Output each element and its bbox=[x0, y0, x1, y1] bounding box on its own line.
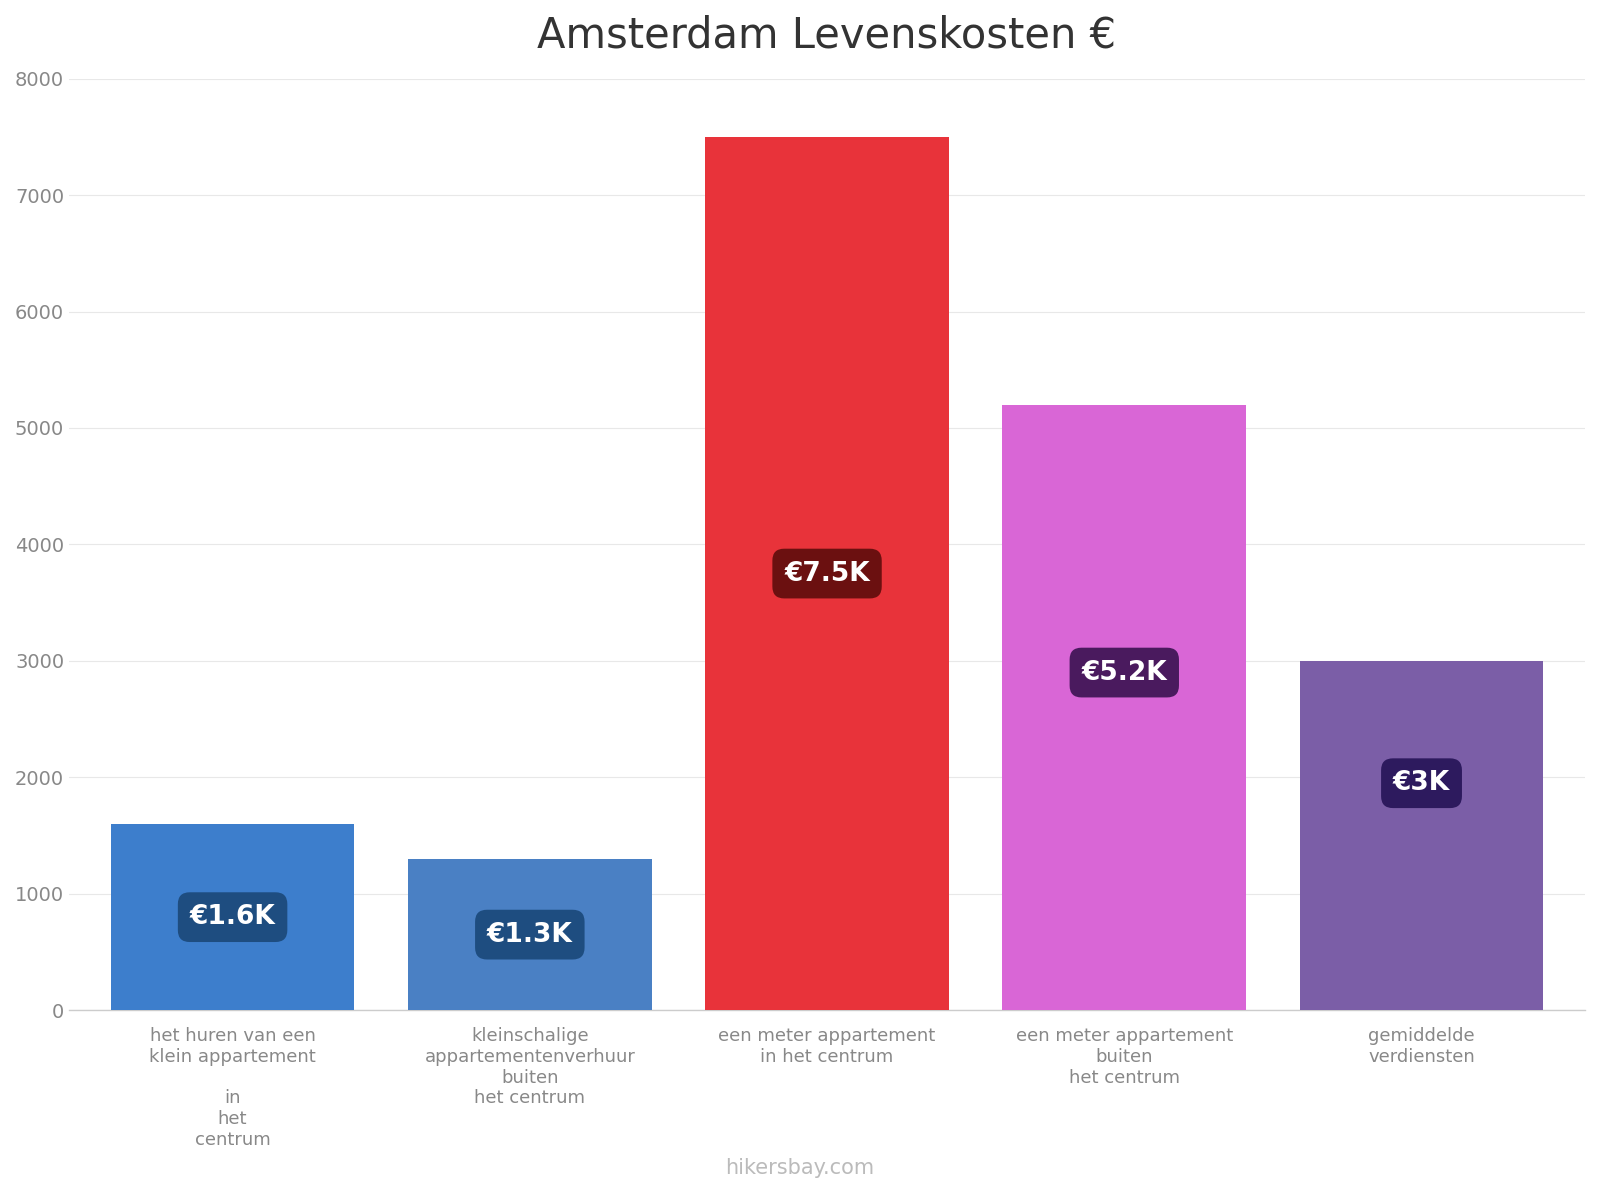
Text: €5.2K: €5.2K bbox=[1082, 660, 1166, 685]
Text: €7.5K: €7.5K bbox=[784, 560, 870, 587]
Text: €1.6K: €1.6K bbox=[190, 904, 275, 930]
Text: €1.3K: €1.3K bbox=[486, 922, 573, 948]
Bar bbox=[706, 137, 949, 1010]
Title: Amsterdam Levenskosten €: Amsterdam Levenskosten € bbox=[538, 14, 1117, 56]
Bar bbox=[110, 824, 355, 1010]
Bar bbox=[1003, 404, 1246, 1010]
Text: hikersbay.com: hikersbay.com bbox=[725, 1158, 875, 1178]
Bar bbox=[408, 859, 651, 1010]
Bar bbox=[1299, 661, 1544, 1010]
Text: €3K: €3K bbox=[1394, 770, 1450, 797]
